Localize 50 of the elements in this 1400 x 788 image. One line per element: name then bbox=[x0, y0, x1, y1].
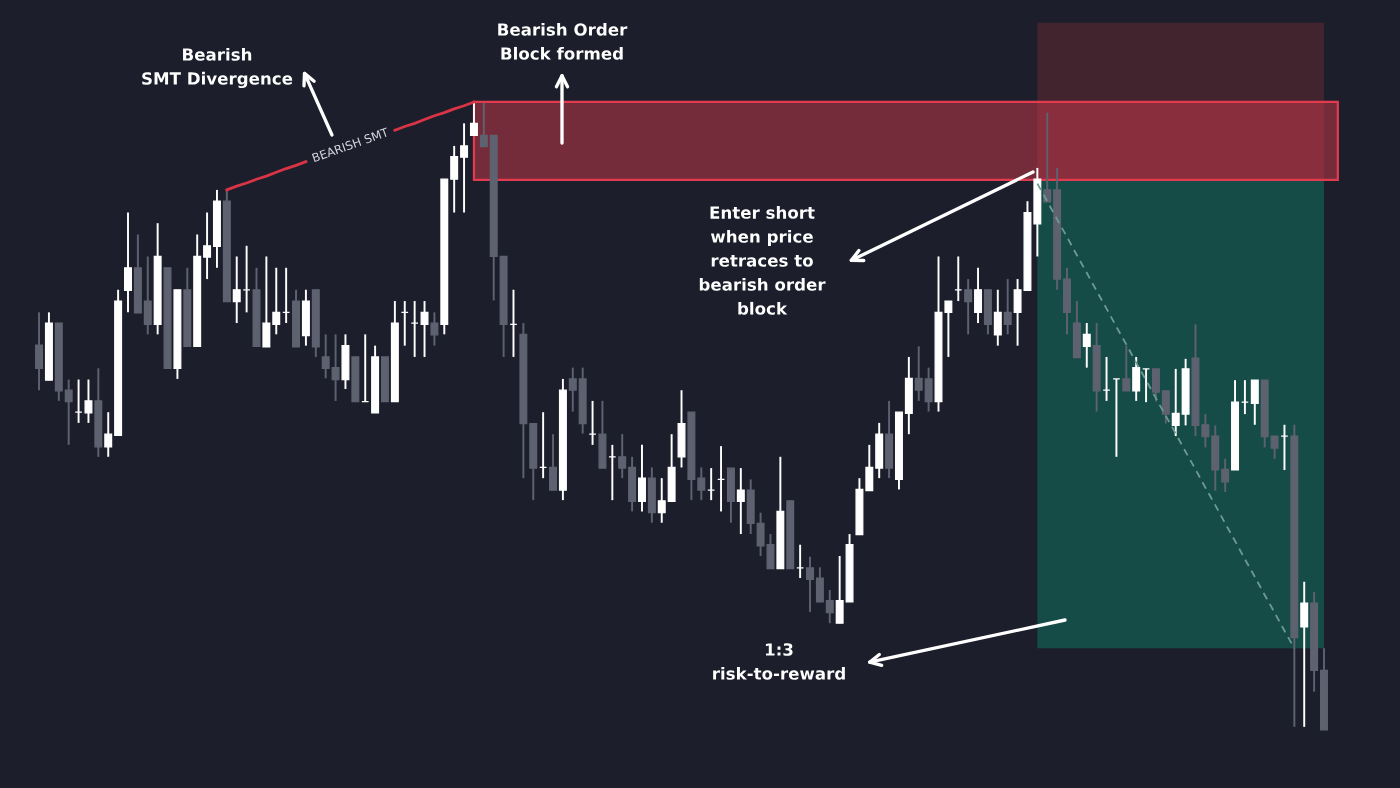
annotation: Enter short when price retraces to bearish order block bbox=[699, 205, 826, 315]
candlestick bbox=[618, 433, 627, 480]
candlestick bbox=[1171, 367, 1180, 438]
candlestick bbox=[697, 466, 706, 502]
candlestick bbox=[736, 467, 745, 536]
candlestick bbox=[865, 443, 874, 492]
candlestick bbox=[806, 555, 814, 613]
candlestick bbox=[637, 443, 646, 513]
candlestick bbox=[469, 101, 478, 137]
candlestick bbox=[1270, 435, 1279, 460]
candlestick bbox=[430, 311, 439, 347]
candlestick bbox=[232, 255, 241, 325]
candlestick bbox=[657, 477, 666, 524]
candlestick bbox=[1221, 457, 1230, 493]
candlestick bbox=[331, 333, 340, 402]
candlestick bbox=[914, 345, 923, 402]
candlestick bbox=[1250, 379, 1259, 426]
candlestick bbox=[84, 378, 93, 424]
candlestick bbox=[420, 300, 429, 358]
candlestick bbox=[568, 366, 577, 413]
candlestick bbox=[1161, 389, 1170, 425]
candlestick bbox=[924, 366, 933, 413]
text: Bearish SMT Divergence bbox=[142, 47, 293, 89]
candlestick bbox=[1122, 344, 1131, 392]
candlestick bbox=[262, 255, 271, 348]
text: Bearish Order Block formed bbox=[498, 22, 628, 60]
candlestick bbox=[1151, 367, 1160, 403]
candlestick bbox=[964, 278, 973, 336]
candlestick bbox=[1082, 322, 1091, 369]
candlestick bbox=[124, 211, 132, 314]
candlestick bbox=[35, 311, 44, 392]
candlestick bbox=[1300, 580, 1309, 728]
candlestick bbox=[460, 122, 469, 214]
candlestick bbox=[143, 255, 152, 336]
candlestick bbox=[64, 378, 73, 446]
candlestick bbox=[549, 433, 558, 492]
candlestick bbox=[203, 211, 212, 281]
candlestick bbox=[479, 101, 488, 148]
candlestick bbox=[450, 144, 459, 214]
candlestick bbox=[1003, 278, 1012, 336]
candlestick bbox=[272, 266, 281, 336]
candlestick bbox=[1132, 355, 1141, 402]
candlestick bbox=[993, 288, 1002, 347]
candlestick bbox=[815, 566, 824, 603]
candlestick bbox=[825, 588, 834, 625]
candlestick bbox=[835, 555, 844, 625]
candlestick bbox=[321, 333, 330, 380]
candlestick bbox=[974, 266, 983, 325]
annotation: 1:3 risk-to-reward bbox=[713, 643, 845, 680]
candlestick bbox=[104, 411, 113, 458]
